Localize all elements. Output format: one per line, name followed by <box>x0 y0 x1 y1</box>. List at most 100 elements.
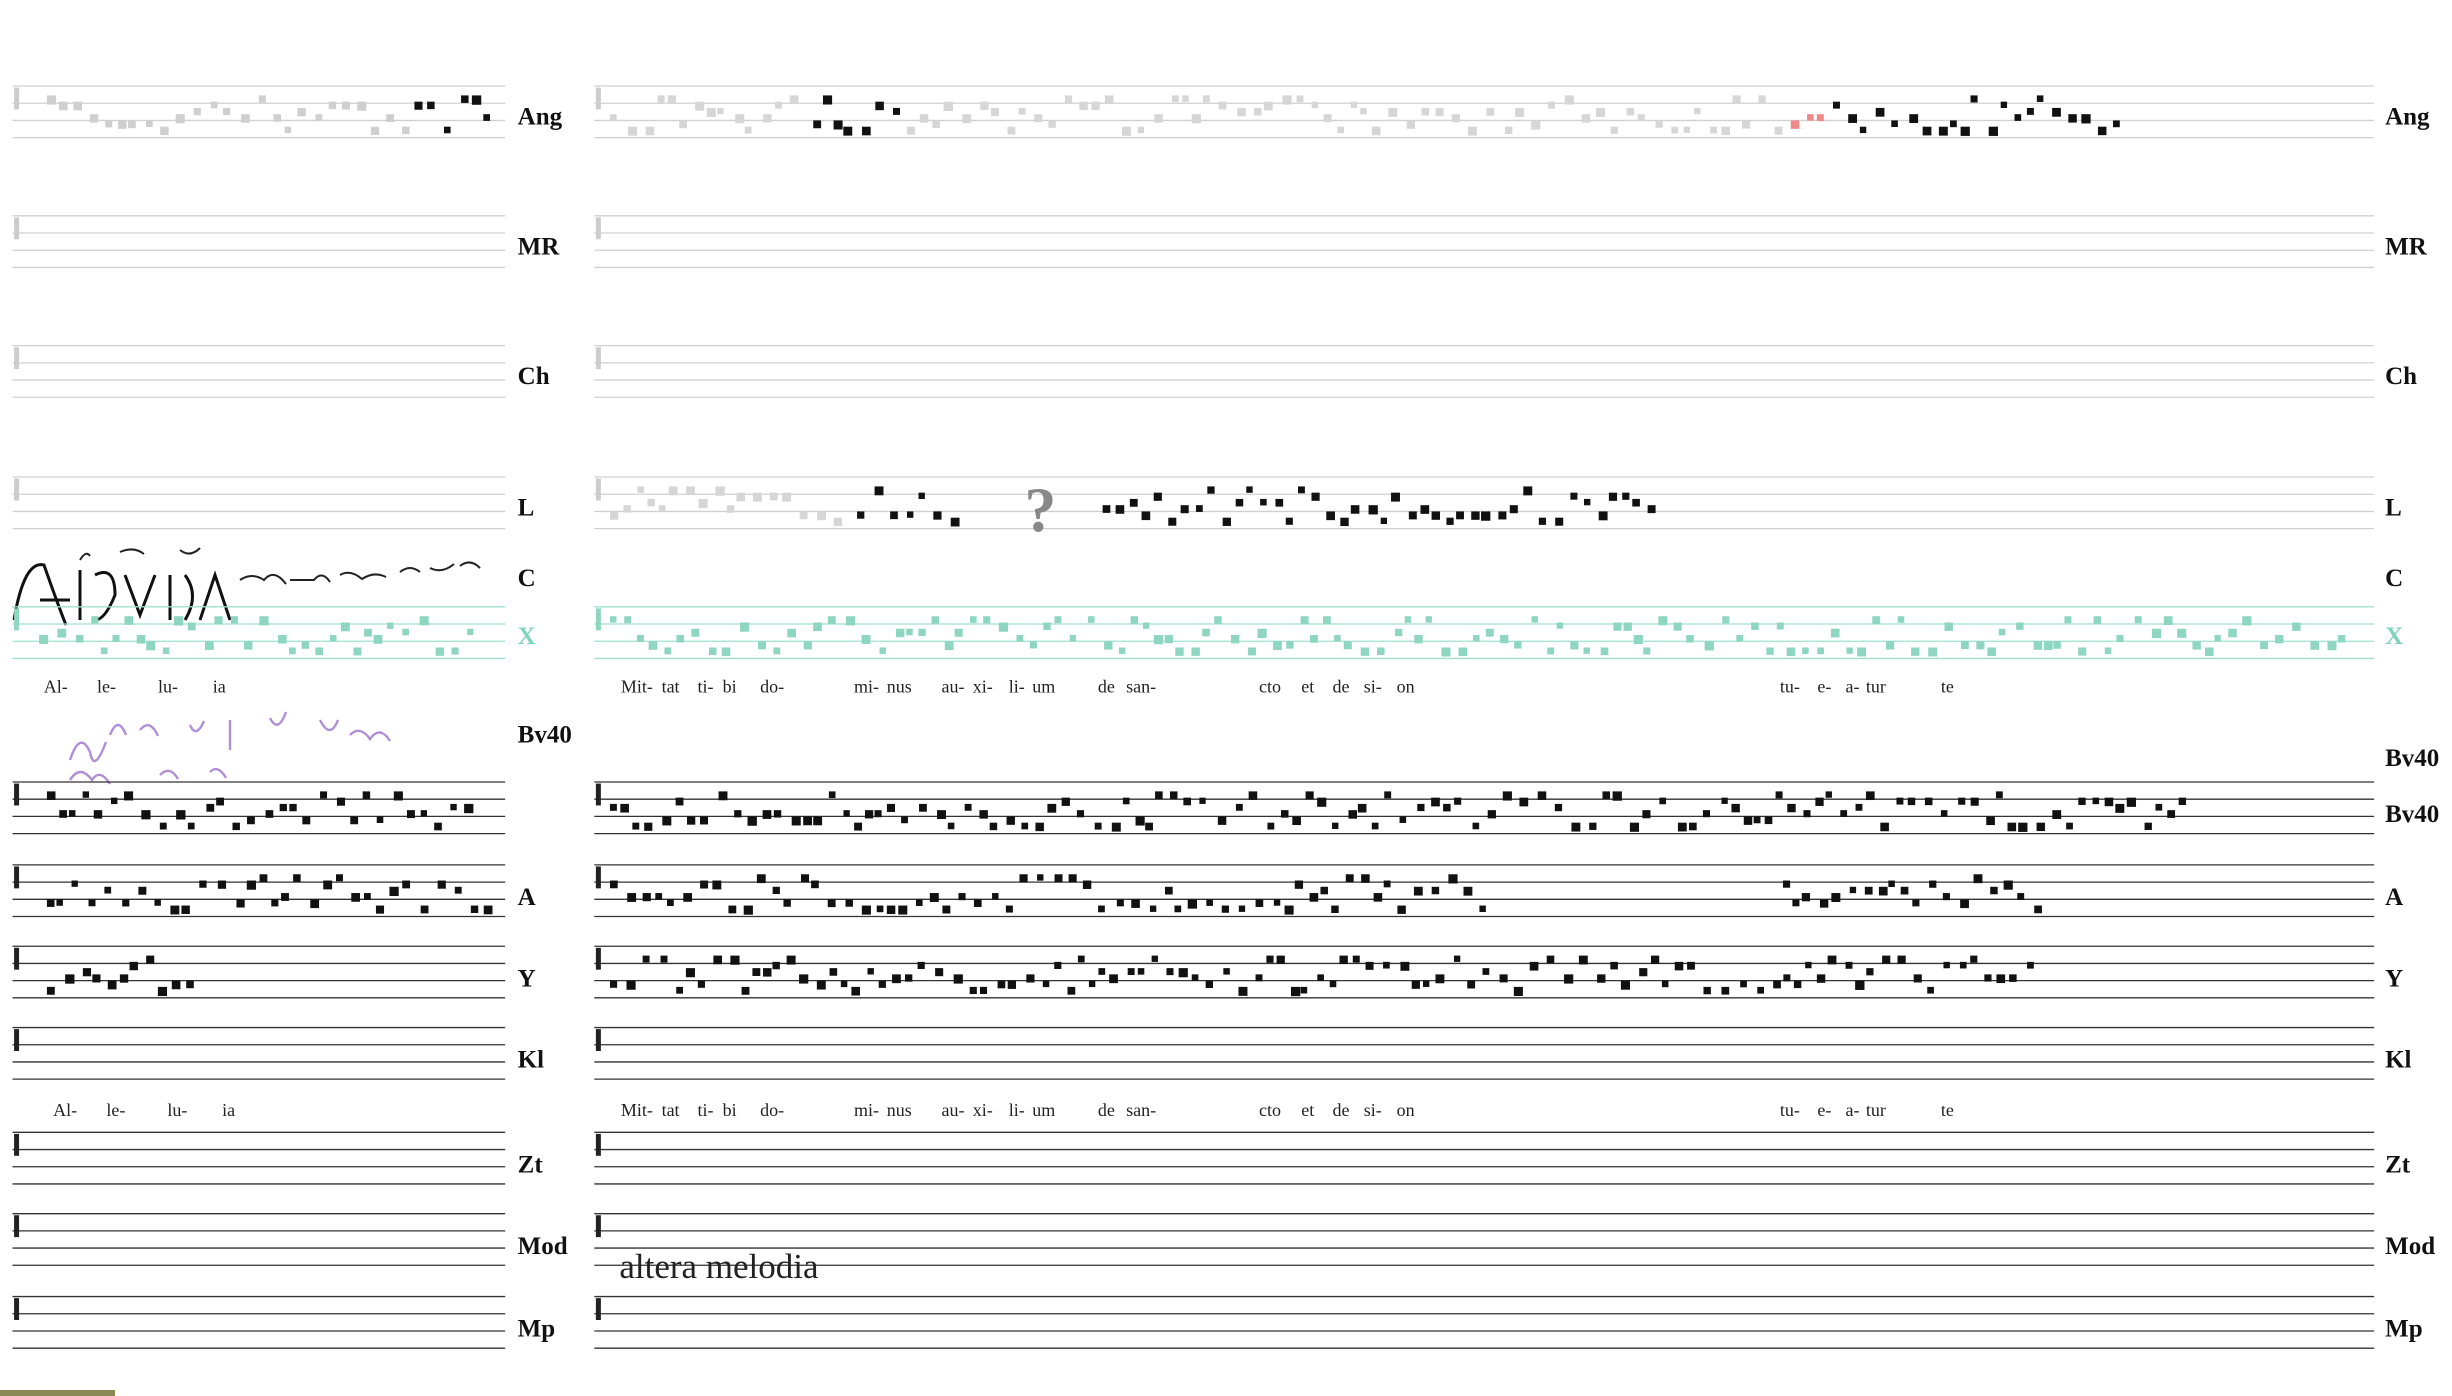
neume <box>937 810 946 820</box>
neume <box>1984 974 1992 982</box>
neume <box>171 980 181 990</box>
neume <box>1329 980 1337 988</box>
neume <box>712 880 722 890</box>
neume <box>1513 986 1523 996</box>
neume <box>1602 791 1611 799</box>
neume <box>1970 955 1978 963</box>
neume <box>1043 622 1051 630</box>
neume <box>93 810 103 819</box>
neume <box>310 899 320 909</box>
neume <box>662 816 672 826</box>
neume <box>1987 647 1996 657</box>
neume <box>2177 628 2187 638</box>
neume <box>386 114 395 123</box>
lyric-syllable: de <box>1333 676 1350 696</box>
neume <box>1137 126 1145 134</box>
lyric-syllable: tur <box>1866 676 1886 696</box>
neume <box>1425 616 1432 623</box>
neume <box>1317 974 1324 981</box>
neume <box>706 107 716 117</box>
staff-label: L <box>518 495 535 522</box>
neume <box>833 120 843 130</box>
neume <box>1175 647 1184 656</box>
neume <box>1131 899 1140 908</box>
neume <box>1816 974 1826 983</box>
neume <box>1703 986 1711 995</box>
neume <box>406 810 415 819</box>
neume <box>1183 797 1192 806</box>
neume <box>1237 107 1246 117</box>
neume <box>763 968 772 977</box>
clef <box>595 87 601 110</box>
manuscript-images <box>12 547 481 785</box>
neume <box>1803 810 1811 818</box>
neume <box>657 95 665 103</box>
lyric-syllable: san- <box>1126 1100 1156 1120</box>
clef <box>14 217 20 240</box>
neume <box>1397 905 1406 914</box>
neume <box>1406 120 1416 129</box>
neume <box>942 905 951 914</box>
clef <box>595 947 601 970</box>
neume <box>1929 880 1937 888</box>
neume <box>626 980 636 990</box>
neume <box>906 511 914 518</box>
neume <box>173 616 184 626</box>
neume <box>1284 905 1294 915</box>
neume <box>1531 616 1538 623</box>
neume <box>1377 647 1385 655</box>
lyric-syllable: tu- <box>1780 676 1800 696</box>
neume <box>1924 797 1933 806</box>
neume <box>1334 634 1341 642</box>
neume <box>752 492 762 502</box>
neume <box>1016 634 1024 642</box>
neume <box>829 968 838 976</box>
lyric-syllable: te <box>1941 1100 1954 1120</box>
neume <box>1970 797 1979 806</box>
neume <box>2144 822 2152 830</box>
neume <box>1570 492 1578 500</box>
neume <box>718 791 728 801</box>
neume <box>1263 101 1273 111</box>
neume <box>1260 498 1267 506</box>
neume <box>186 980 194 989</box>
lyric-syllable: et <box>1301 1100 1314 1120</box>
neume <box>443 126 451 134</box>
neume <box>1077 955 1085 963</box>
neume <box>2052 107 2061 117</box>
neume <box>1960 126 1970 136</box>
scrollbar[interactable] <box>0 1390 115 1396</box>
neume <box>1102 505 1111 513</box>
neume <box>726 505 735 513</box>
neume <box>1217 816 1227 825</box>
neume <box>363 893 371 900</box>
neume <box>1006 816 1015 825</box>
neume <box>1383 961 1390 969</box>
neume <box>708 647 717 656</box>
neume <box>402 880 411 889</box>
neume <box>979 810 988 819</box>
staff-label: X <box>2385 623 2403 650</box>
neume <box>259 874 268 883</box>
neume <box>1683 126 1690 133</box>
neume <box>1775 791 1783 799</box>
neume <box>402 628 410 636</box>
neume <box>2068 114 2077 123</box>
neume <box>905 974 913 982</box>
neume <box>1564 95 1574 105</box>
neume <box>762 810 772 819</box>
neume <box>1235 498 1244 507</box>
neume <box>1864 886 1873 895</box>
neume <box>874 486 884 496</box>
neume <box>1959 961 1967 969</box>
neume <box>389 886 399 897</box>
neume <box>1300 986 1308 994</box>
clef <box>14 347 20 370</box>
neume <box>1637 114 1645 122</box>
neume <box>1689 822 1697 831</box>
neume <box>813 120 822 129</box>
staff-label: Ch <box>2385 363 2417 390</box>
neume <box>2007 822 2017 832</box>
lyric-syllable: a- <box>1846 676 1860 696</box>
neume <box>1783 974 1791 982</box>
